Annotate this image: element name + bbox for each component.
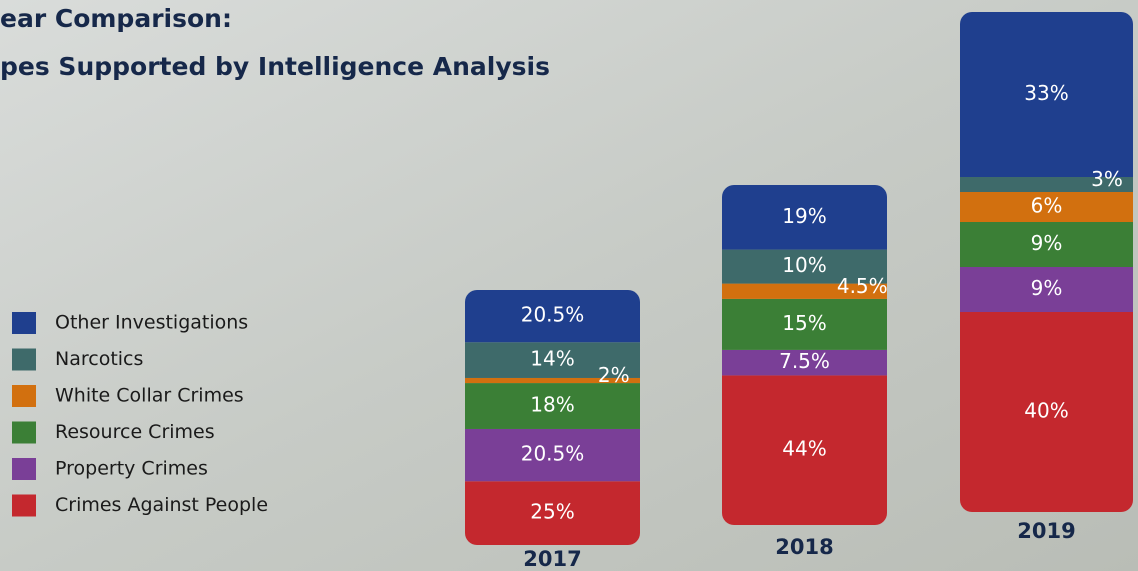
data-label: 15% xyxy=(782,311,826,335)
data-label: 6% xyxy=(1031,194,1063,218)
chart-title: pes Supported by Intelligence Analysis xyxy=(0,52,550,81)
legend-swatch xyxy=(12,458,36,480)
data-label: 20.5% xyxy=(521,442,585,466)
legend-swatch xyxy=(12,349,36,371)
data-label: 18% xyxy=(530,393,574,417)
x-tick-label: 2018 xyxy=(775,535,833,559)
data-label: 33% xyxy=(1024,81,1068,105)
data-label: 20.5% xyxy=(521,303,585,327)
x-tick-label: 2017 xyxy=(523,547,581,571)
legend-label: Other Investigations xyxy=(55,312,248,334)
data-label: 9% xyxy=(1031,276,1063,300)
data-label: 14% xyxy=(530,347,574,371)
data-label: 3% xyxy=(1091,167,1123,191)
data-label: 25% xyxy=(530,500,574,524)
data-label: 10% xyxy=(782,253,826,277)
legend-label: Crimes Against People xyxy=(55,494,268,516)
legend-label: Property Crimes xyxy=(55,458,208,480)
legend-swatch xyxy=(12,312,36,334)
chart-title: ear Comparison: xyxy=(0,4,232,33)
legend-label: Narcotics xyxy=(55,348,143,370)
legend-swatch xyxy=(12,385,36,407)
x-tick-label: 2019 xyxy=(1017,519,1075,543)
data-label: 4.5% xyxy=(837,274,888,298)
data-label: 9% xyxy=(1031,231,1063,255)
legend-swatch xyxy=(12,422,36,444)
data-label: 44% xyxy=(782,437,826,461)
legend-label: White Collar Crimes xyxy=(55,385,244,407)
data-label: 2% xyxy=(598,363,630,387)
data-label: 19% xyxy=(782,204,826,228)
legend-label: Resource Crimes xyxy=(55,421,215,443)
data-label: 7.5% xyxy=(779,349,830,373)
chart: ear Comparison: pes Supported by Intelli… xyxy=(0,0,1138,571)
data-label: 40% xyxy=(1024,399,1068,423)
legend-swatch xyxy=(12,495,36,517)
